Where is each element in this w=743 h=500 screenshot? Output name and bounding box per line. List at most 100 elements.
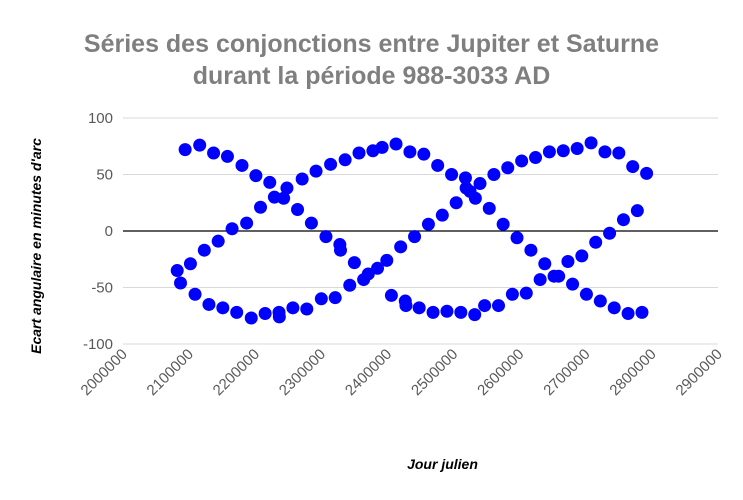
data-point xyxy=(295,172,309,186)
data-point xyxy=(487,168,501,181)
data-point xyxy=(616,213,630,227)
data-point xyxy=(207,146,221,160)
data-point xyxy=(468,191,482,205)
data-point xyxy=(570,142,584,156)
data-point xyxy=(515,154,529,168)
data-point xyxy=(403,145,417,159)
data-point xyxy=(328,291,342,305)
data-point xyxy=(598,145,612,159)
data-point xyxy=(197,243,211,257)
data-point xyxy=(468,308,482,322)
data-point xyxy=(338,153,352,167)
data-point xyxy=(188,287,202,301)
data-point xyxy=(445,168,459,181)
data-point xyxy=(300,302,314,316)
data-point xyxy=(593,294,607,308)
data-point xyxy=(211,234,225,248)
x-tick-label: 2100000 xyxy=(144,346,197,399)
data-point xyxy=(352,146,366,160)
data-point xyxy=(612,146,626,160)
data-point xyxy=(421,217,435,231)
data-point xyxy=(394,240,408,254)
data-point xyxy=(584,136,598,150)
data-point xyxy=(538,257,552,271)
data-point xyxy=(324,157,338,171)
data-point xyxy=(454,305,468,319)
chart-title-line-1: Séries des conjonctions entre Jupiter et… xyxy=(83,30,660,58)
x-tick-label: 2800000 xyxy=(606,346,659,399)
data-point xyxy=(496,217,510,231)
data-point xyxy=(249,169,263,183)
data-point xyxy=(542,145,556,159)
data-point xyxy=(371,261,385,275)
data-point xyxy=(291,203,305,217)
data-point xyxy=(412,301,426,315)
data-point xyxy=(478,299,492,313)
data-point xyxy=(492,299,506,313)
data-point xyxy=(621,306,635,320)
x-tick-label: 2900000 xyxy=(673,346,726,399)
y-axis-title: Ecart angulaire en minutes d'arc xyxy=(28,138,44,354)
data-point xyxy=(440,304,454,318)
data-point xyxy=(519,286,533,300)
data-point xyxy=(431,158,445,172)
data-point xyxy=(375,140,389,154)
data-point xyxy=(334,243,348,257)
data-point xyxy=(529,151,543,165)
data-point xyxy=(575,249,589,263)
data-point xyxy=(277,191,291,205)
chart-title: Séries des conjonctions entre Jupiter et… xyxy=(0,28,743,92)
chart-title-line-2: durant la période 988-3033 AD xyxy=(192,62,551,90)
data-point xyxy=(399,299,413,313)
data-point xyxy=(263,175,277,189)
y-tick-label: -100 xyxy=(83,336,113,353)
data-point xyxy=(380,253,394,267)
data-point xyxy=(272,310,286,324)
data-point xyxy=(417,147,431,161)
data-point xyxy=(170,264,184,278)
data-point xyxy=(286,301,300,315)
data-point xyxy=(482,201,496,215)
data-point xyxy=(626,160,640,174)
data-point xyxy=(343,278,357,292)
data-point xyxy=(174,276,188,290)
data-point xyxy=(607,301,621,315)
data-point xyxy=(220,149,234,163)
x-tick-label: 2200000 xyxy=(210,346,263,399)
data-point xyxy=(384,288,398,302)
gridlines xyxy=(123,117,718,345)
data-point xyxy=(556,144,570,158)
data-point xyxy=(216,301,230,315)
y-tick-label: 50 xyxy=(96,167,113,184)
data-point xyxy=(230,305,244,319)
data-point xyxy=(458,171,472,185)
data-point xyxy=(319,230,333,244)
data-point xyxy=(244,311,258,325)
x-tick-label: 2600000 xyxy=(474,346,527,399)
x-tick-label: 2500000 xyxy=(408,346,461,399)
data-point xyxy=(178,143,192,157)
data-point xyxy=(640,166,654,180)
data-point xyxy=(566,277,580,291)
data-point xyxy=(225,222,239,236)
data-point xyxy=(183,257,197,271)
data-point xyxy=(552,269,566,283)
x-axis-title: Jour julien xyxy=(407,456,478,472)
data-point xyxy=(635,305,649,319)
data-point xyxy=(449,196,463,210)
data-point xyxy=(389,137,403,151)
data-point xyxy=(505,287,519,301)
data-point xyxy=(314,292,328,306)
x-tick-label: 2300000 xyxy=(276,346,329,399)
data-point xyxy=(304,216,318,230)
data-point xyxy=(579,287,593,301)
data-point xyxy=(280,181,294,195)
data-point xyxy=(408,230,422,244)
data-point xyxy=(533,273,547,287)
data-point xyxy=(473,177,487,191)
x-tick-label: 2400000 xyxy=(342,346,395,399)
data-point xyxy=(435,208,449,222)
